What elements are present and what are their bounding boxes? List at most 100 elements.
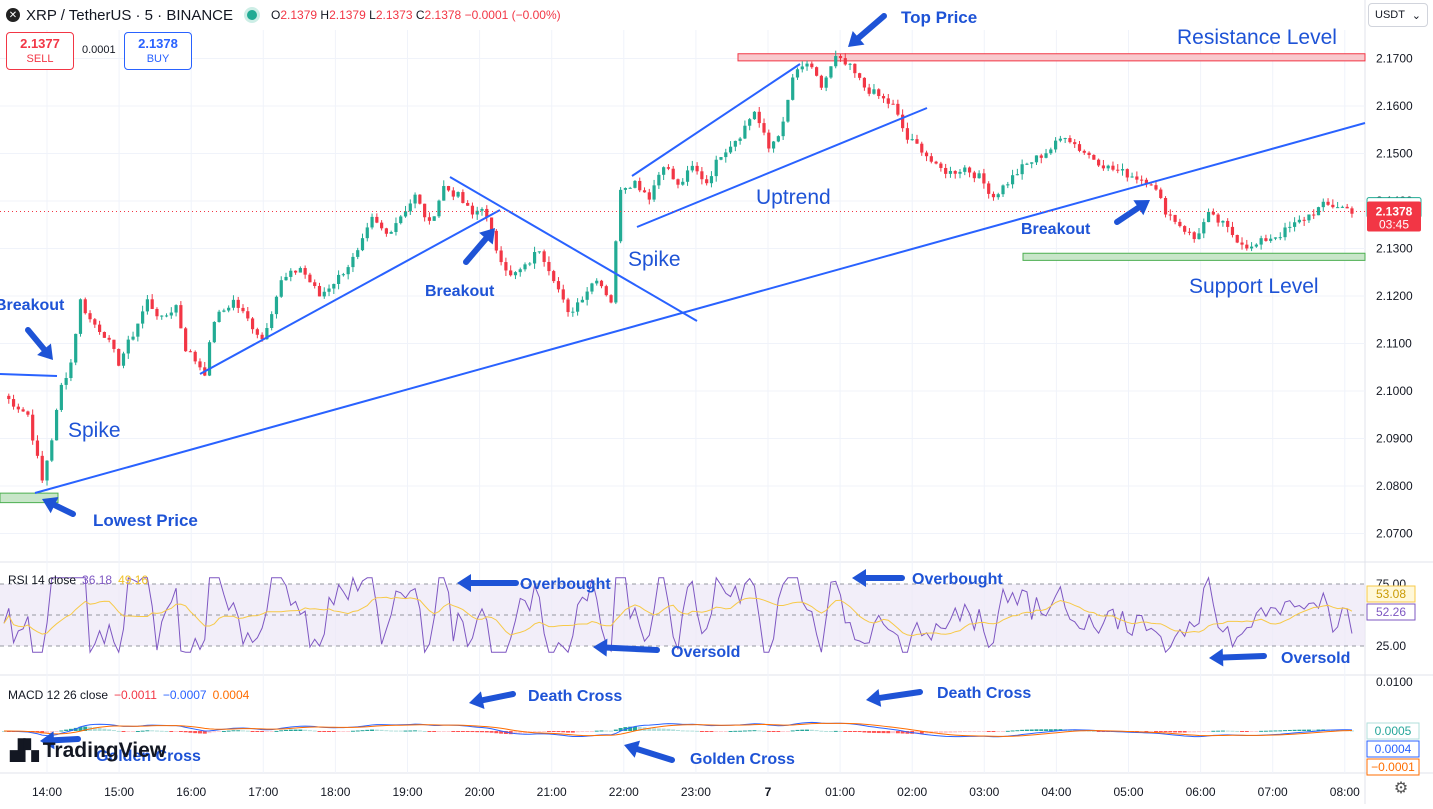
candle-body xyxy=(733,140,737,147)
macd-bar xyxy=(475,731,480,733)
macd-bar xyxy=(202,731,207,734)
candle-body xyxy=(834,56,838,67)
arrow-breakout-right-head xyxy=(1133,200,1150,216)
macd-bar xyxy=(742,730,747,732)
label-support: Support Level xyxy=(1189,275,1319,298)
sell-button[interactable]: 2.1377 SELL xyxy=(6,32,74,70)
candle-body xyxy=(375,216,379,223)
candle-body xyxy=(657,174,661,186)
macd-bar xyxy=(838,730,843,732)
macd-bar xyxy=(1335,729,1340,731)
candle-body xyxy=(719,157,723,160)
macd-bar xyxy=(45,731,50,734)
macd-bar xyxy=(537,731,542,732)
candle-body xyxy=(896,103,900,115)
candle-body xyxy=(958,171,962,174)
macd-bar xyxy=(303,729,308,731)
candle-body xyxy=(920,143,924,153)
candle-body xyxy=(666,167,671,169)
candle-body xyxy=(1187,231,1192,233)
macd-bar xyxy=(78,726,83,731)
price-tick-label: 2.0700 xyxy=(1376,527,1413,541)
macd-bar xyxy=(441,731,446,732)
candle-body xyxy=(351,256,355,268)
candle-body xyxy=(1178,221,1182,227)
tradingview-logo[interactable]: ▟▚ TradingView xyxy=(10,738,167,763)
candle-body xyxy=(891,103,895,105)
candle-body xyxy=(1264,238,1268,241)
macd-bar xyxy=(685,730,690,732)
time-tick-label: 19:00 xyxy=(392,785,422,799)
time-tick-label: 05:00 xyxy=(1113,785,1143,799)
macd-bar xyxy=(1187,731,1192,733)
macd-bar xyxy=(1053,729,1058,731)
macd-bar xyxy=(1096,731,1101,732)
x-close-icon[interactable]: ✕ xyxy=(6,8,20,22)
macd-tag-bg xyxy=(1366,740,1420,758)
macd-bar xyxy=(327,731,332,732)
macd-bar xyxy=(193,731,198,734)
gear-icon[interactable]: ⚙ xyxy=(1393,780,1409,797)
macd-bar xyxy=(298,729,303,731)
candle-body xyxy=(1015,174,1019,176)
arrow-macd-gc2-shaft xyxy=(50,736,81,744)
macd-bar xyxy=(264,731,269,732)
macd-bar xyxy=(1240,731,1245,732)
candle-body xyxy=(184,328,188,352)
candle-body xyxy=(728,146,733,153)
symbol-title[interactable]: XRP / TetherUS · 5 · BINANCE xyxy=(26,6,234,24)
candle-body xyxy=(771,141,776,149)
macd-legend[interactable]: MACD 12 26 close −0.0011 −0.0007 0.0004 xyxy=(8,688,250,702)
candle-body xyxy=(389,231,393,234)
candle-body xyxy=(442,186,446,201)
candle-body xyxy=(217,311,221,322)
rsi-legend[interactable]: RSI 14 close 36.18 49.16 xyxy=(8,573,149,587)
chart-header: ✕ XRP / TetherUS · 5 · BINANCE O2.1379 H… xyxy=(0,0,1365,30)
macd-bar xyxy=(403,730,408,732)
buy-button[interactable]: 2.1378 BUY xyxy=(124,32,192,70)
macd-bar xyxy=(154,730,159,732)
candle-body xyxy=(35,440,40,456)
rsi-ma-line xyxy=(3,596,1353,637)
macd-bar xyxy=(819,730,824,732)
macd-bar xyxy=(886,731,891,734)
currency-selector[interactable]: USDT ⌄ xyxy=(1368,3,1428,27)
candle-body xyxy=(1221,220,1225,223)
macd-bar xyxy=(1015,730,1020,732)
candle-body xyxy=(1097,159,1101,166)
arrow-breakout-mid-head xyxy=(479,228,495,245)
macd-bar xyxy=(178,731,183,732)
macd-bar xyxy=(288,729,293,731)
label-rsi-os2: Oversold xyxy=(1281,650,1350,667)
macd-bar xyxy=(317,731,322,732)
candle-body xyxy=(609,295,613,303)
arrow-breakout-left-head xyxy=(37,343,53,360)
candle-body xyxy=(432,216,436,221)
macd-bar xyxy=(1283,730,1288,732)
macd-bar xyxy=(370,729,375,731)
candle-body xyxy=(1144,179,1149,185)
macd-bar xyxy=(484,731,489,733)
time-tick-label: 01:00 xyxy=(825,785,855,799)
rsi-tag: 52.26 xyxy=(1376,605,1406,619)
macd-bar xyxy=(661,728,666,731)
macd-bar xyxy=(671,729,676,731)
macd-bar xyxy=(828,730,833,732)
arrow-rsi-os2-shaft xyxy=(1219,653,1267,661)
candle-body xyxy=(1216,214,1220,223)
macd-bar xyxy=(690,730,695,732)
candle-body xyxy=(399,216,403,224)
candle-body xyxy=(1130,176,1134,178)
macd-bar xyxy=(594,730,599,732)
candle-body xyxy=(767,132,771,149)
candle-body xyxy=(987,183,991,194)
candle-body xyxy=(1168,214,1172,216)
candle-body xyxy=(437,200,441,217)
macd-bar xyxy=(895,731,900,734)
candle-body xyxy=(518,269,522,273)
macd-bar xyxy=(121,731,126,732)
time-tick-label: 08:00 xyxy=(1330,785,1360,799)
candle-body xyxy=(136,323,140,337)
